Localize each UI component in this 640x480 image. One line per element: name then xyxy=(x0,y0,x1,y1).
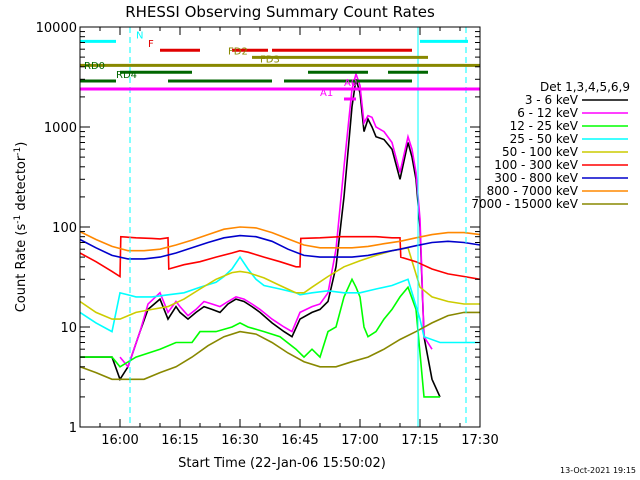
flag-label-fd3: FD3 xyxy=(260,54,280,65)
flag-label-fd2: FD2 xyxy=(228,46,248,57)
series-line-3 xyxy=(79,255,480,344)
y-tick-label-3: 1000 xyxy=(44,121,77,136)
legend-label-5: 100 - 300 keV xyxy=(494,158,578,172)
chart-title: RHESSI Observing Summary Count Rates xyxy=(125,3,435,21)
series-layer xyxy=(79,71,481,398)
y-tick-label-1: 10 xyxy=(60,321,77,336)
y-axis-label: Count Rate (s-1 detector-1) xyxy=(13,142,29,313)
series-line-1 xyxy=(119,71,433,369)
y-tick-label-0: 1 xyxy=(69,421,77,436)
x-tick-label-3: 16:45 xyxy=(281,433,318,448)
series-line-6 xyxy=(79,234,481,260)
legend-label-3: 25 - 50 keV xyxy=(510,132,579,146)
y-axis-label-main: Count Rate (s xyxy=(14,224,29,313)
x-tick-label-0: 16:00 xyxy=(101,433,138,448)
flag-label-a1: A1 xyxy=(320,88,333,99)
flag-label-a0: A0 xyxy=(344,78,357,89)
y-axis-label-sup2: -1 xyxy=(13,147,23,156)
vline-layer xyxy=(79,27,467,427)
x-axis-label: Start Time (22-Jan-06 15:50:02) xyxy=(178,456,386,471)
series-line-2 xyxy=(80,277,440,398)
series-line-0 xyxy=(80,79,441,398)
x-tick-label-2: 16:30 xyxy=(221,433,258,448)
legend-label-6: 300 - 800 keV xyxy=(494,171,578,185)
y-tick-label-2: 100 xyxy=(52,221,77,236)
legend-label-1: 6 - 12 keV xyxy=(517,106,579,120)
x-axis: 16:00 16:15 16:30 16:45 17:00 17:15 17:30 xyxy=(79,27,499,448)
y-axis-label-end: ) xyxy=(14,142,29,147)
x-tick-label-5: 17:15 xyxy=(401,433,438,448)
legend-label-4: 50 - 100 keV xyxy=(502,145,579,159)
flag-label-rd4: RD4 xyxy=(116,70,137,81)
legend-title: Det 1,3,4,5,6,9 xyxy=(540,80,630,94)
legend-label-8: 7000 - 15000 keV xyxy=(471,197,578,211)
series-line-5 xyxy=(79,235,481,281)
flag-label-rd0: RD0 xyxy=(84,61,105,72)
y-axis: 1 10 100 1000 10000 xyxy=(36,21,480,436)
y-tick-label-4: 10000 xyxy=(36,21,77,36)
y-axis-label-sup: -1 xyxy=(13,215,23,224)
flag-label-n: N xyxy=(136,30,143,41)
flag-label-f: F xyxy=(148,39,154,50)
y-axis-label-mid: detector xyxy=(14,155,29,215)
x-tick-label-6: 17:30 xyxy=(461,433,498,448)
timestamp-label: 13-Oct-2021 19:15 xyxy=(560,466,636,475)
legend-label-7: 800 - 7000 keV xyxy=(487,184,579,198)
legend-label-2: 12 - 25 keV xyxy=(510,119,579,133)
legend-label-0: 3 - 6 keV xyxy=(525,93,579,107)
x-tick-label-4: 17:00 xyxy=(341,433,378,448)
flag-layer: NF FD2 FD3 RD0 RD4 A0 A1 xyxy=(80,30,480,101)
x-tick-label-1: 16:15 xyxy=(161,433,198,448)
series-line-8 xyxy=(79,311,480,381)
series-line-7 xyxy=(79,226,481,252)
